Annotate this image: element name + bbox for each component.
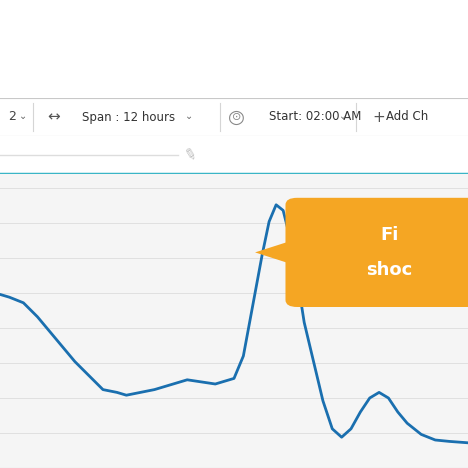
Text: +: + <box>372 110 385 124</box>
Text: ○: ○ <box>228 108 245 126</box>
Text: bulletin: bulletin <box>0 16 51 29</box>
Text: mobilize: mobilize <box>269 16 325 29</box>
Text: ⌄: ⌄ <box>19 111 27 121</box>
Text: ✎: ✎ <box>182 146 197 164</box>
FancyBboxPatch shape <box>285 198 468 307</box>
Text: ↔: ↔ <box>47 110 59 124</box>
Text: Fi: Fi <box>380 226 399 244</box>
Text: Add Ch: Add Ch <box>386 110 428 124</box>
Text: ⌄: ⌄ <box>185 111 193 121</box>
Text: ⊙: ⊙ <box>232 112 241 122</box>
Text: chart: chart <box>73 16 111 29</box>
Text: data: data <box>145 16 175 29</box>
Text: Span : 12 hours: Span : 12 hours <box>82 110 175 124</box>
Text: Start: 02:00 AM: Start: 02:00 AM <box>269 110 361 124</box>
Polygon shape <box>87 48 105 70</box>
Polygon shape <box>255 238 300 267</box>
Text: map: map <box>213 16 242 29</box>
Text: shoc: shoc <box>366 261 413 278</box>
Text: 2: 2 <box>8 110 16 124</box>
Text: ⌄: ⌄ <box>339 111 347 121</box>
